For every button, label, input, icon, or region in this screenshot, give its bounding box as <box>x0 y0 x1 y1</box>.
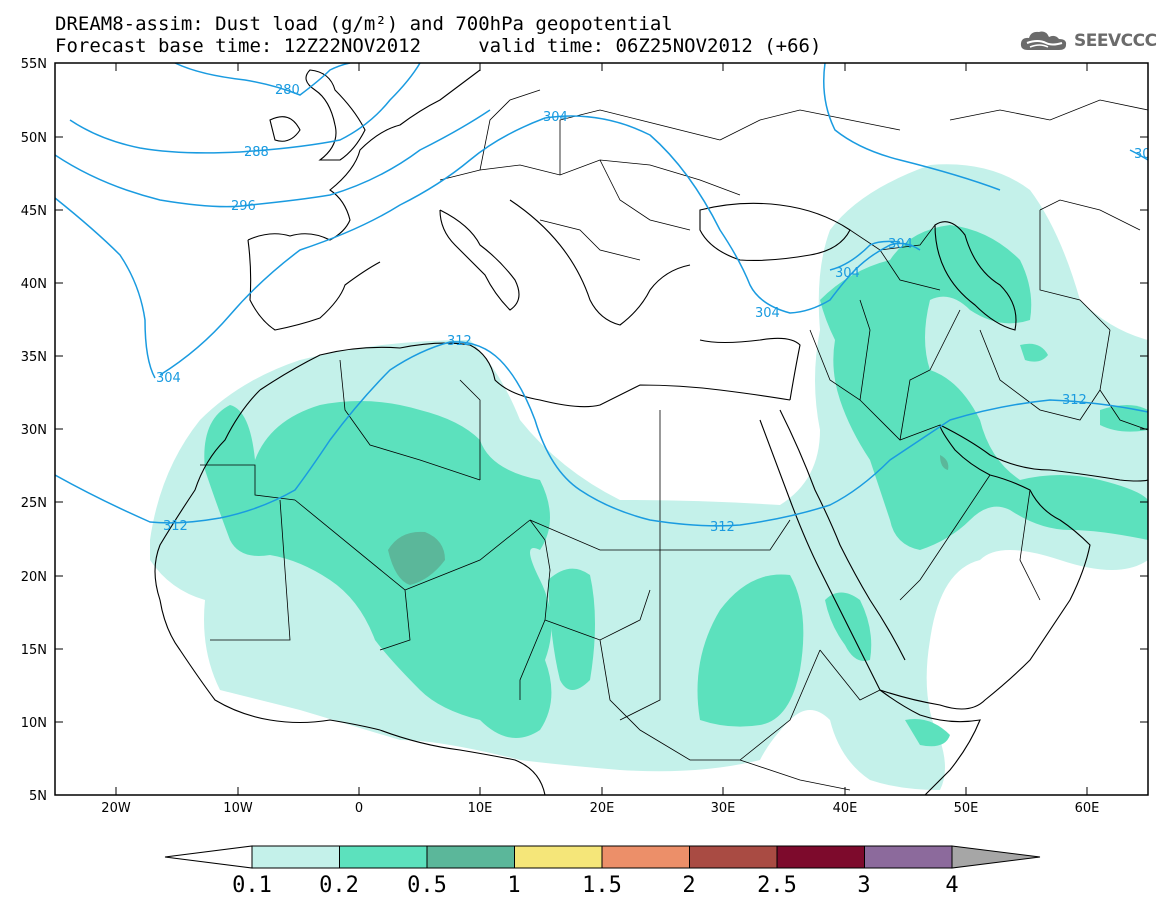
contour-label: 312 <box>447 334 472 349</box>
lat-label: 25N <box>21 496 47 511</box>
colorbar-box <box>776 845 865 869</box>
colorbar-tick-label: 0.5 <box>407 873 447 898</box>
contour-label: 312 <box>1062 393 1087 408</box>
longitude-axis <box>115 63 1088 795</box>
contour-label: 30 <box>1134 147 1151 162</box>
colorbar: 0.1 0.2 0.5 1 1.5 2 2.5 3 4 <box>164 845 1041 898</box>
lon-label: 20W <box>101 801 131 816</box>
colorbar-tick-label: 3 <box>857 873 870 898</box>
contour-label: 304 <box>156 371 181 386</box>
colorbar-box <box>864 845 953 869</box>
lat-label: 55N <box>21 57 47 72</box>
lon-label: 10E <box>468 801 493 816</box>
geopotential-contours <box>55 63 1148 527</box>
contour-label: 304 <box>888 237 913 252</box>
colorbar-tick-label: 2 <box>682 873 695 898</box>
lat-label: 20N <box>21 570 47 585</box>
lon-label: 50E <box>954 801 979 816</box>
dust-layer-dark <box>388 455 949 585</box>
colorbar-box <box>689 845 778 869</box>
lat-label: 45N <box>21 204 47 219</box>
cloud-icon <box>1020 31 1067 50</box>
colorbar-tick-label: 1.5 <box>582 873 622 898</box>
map-subtitle: Forecast base time: 12Z22NOV2012 valid t… <box>55 35 822 57</box>
colorbar-tick-label: 1 <box>507 873 520 898</box>
lat-label: 50N <box>21 131 47 146</box>
latitude-axis <box>55 62 1148 723</box>
contour-label: 280 <box>275 83 300 98</box>
lon-label: 10W <box>223 801 253 816</box>
map-area: 280 288 296 304 304 304 304 304 312 312 … <box>55 63 1151 795</box>
colorbar-box <box>601 845 690 869</box>
lon-label: 0 <box>355 801 363 816</box>
colorbar-box <box>251 845 340 869</box>
lon-label: 40E <box>833 801 858 816</box>
lat-label: 10N <box>21 716 47 731</box>
contour-label: 304 <box>835 266 860 281</box>
lat-label: 40N <box>21 277 47 292</box>
contour-label: 304 <box>755 306 780 321</box>
colorbar-box <box>426 845 515 869</box>
country-borders <box>200 89 1148 791</box>
colorbar-tick-label: 4 <box>945 873 958 898</box>
contour-labels: 280 288 296 304 304 304 304 304 312 312 … <box>156 83 1151 535</box>
lat-label: 5N <box>29 789 47 804</box>
contour-label: 312 <box>710 520 735 535</box>
lat-label: 30N <box>21 423 47 438</box>
colorbar-under-arrow <box>164 845 253 869</box>
colorbar-tick-label: 0.1 <box>232 873 272 898</box>
map-title: DREAM8-assim: Dust load (g/m²) and 700hP… <box>55 13 673 35</box>
lon-label: 60E <box>1075 801 1100 816</box>
lon-label: 30E <box>711 801 736 816</box>
colorbar-tick-label: 0.2 <box>319 873 359 898</box>
latitude-labels: 55N 50N 45N 40N 35N 30N 25N 20N 15N 10N … <box>21 57 47 804</box>
colorbar-over-arrow <box>951 845 1041 869</box>
contour-label: 296 <box>231 199 256 214</box>
contour-label: 312 <box>163 519 188 534</box>
lat-label: 35N <box>21 350 47 365</box>
logo-text: SEEVCCC <box>1074 31 1157 51</box>
seevccc-logo: SEEVCCC <box>1018 26 1157 56</box>
dust-layer-medium <box>204 225 1148 747</box>
colorbar-box <box>514 845 603 869</box>
contour-label: 304 <box>543 110 568 125</box>
colorbar-tick-label: 2.5 <box>757 873 797 898</box>
colorbar-box <box>339 845 428 869</box>
longitude-labels: 20W 10W 0 10E 20E 30E 40E 50E 60E <box>101 801 1099 816</box>
contour-label: 288 <box>244 145 269 160</box>
colorbar-labels: 0.1 0.2 0.5 1 1.5 2 2.5 3 4 <box>232 873 959 898</box>
coastlines <box>154 69 1148 795</box>
lon-label: 20E <box>590 801 615 816</box>
lat-label: 15N <box>21 643 47 658</box>
